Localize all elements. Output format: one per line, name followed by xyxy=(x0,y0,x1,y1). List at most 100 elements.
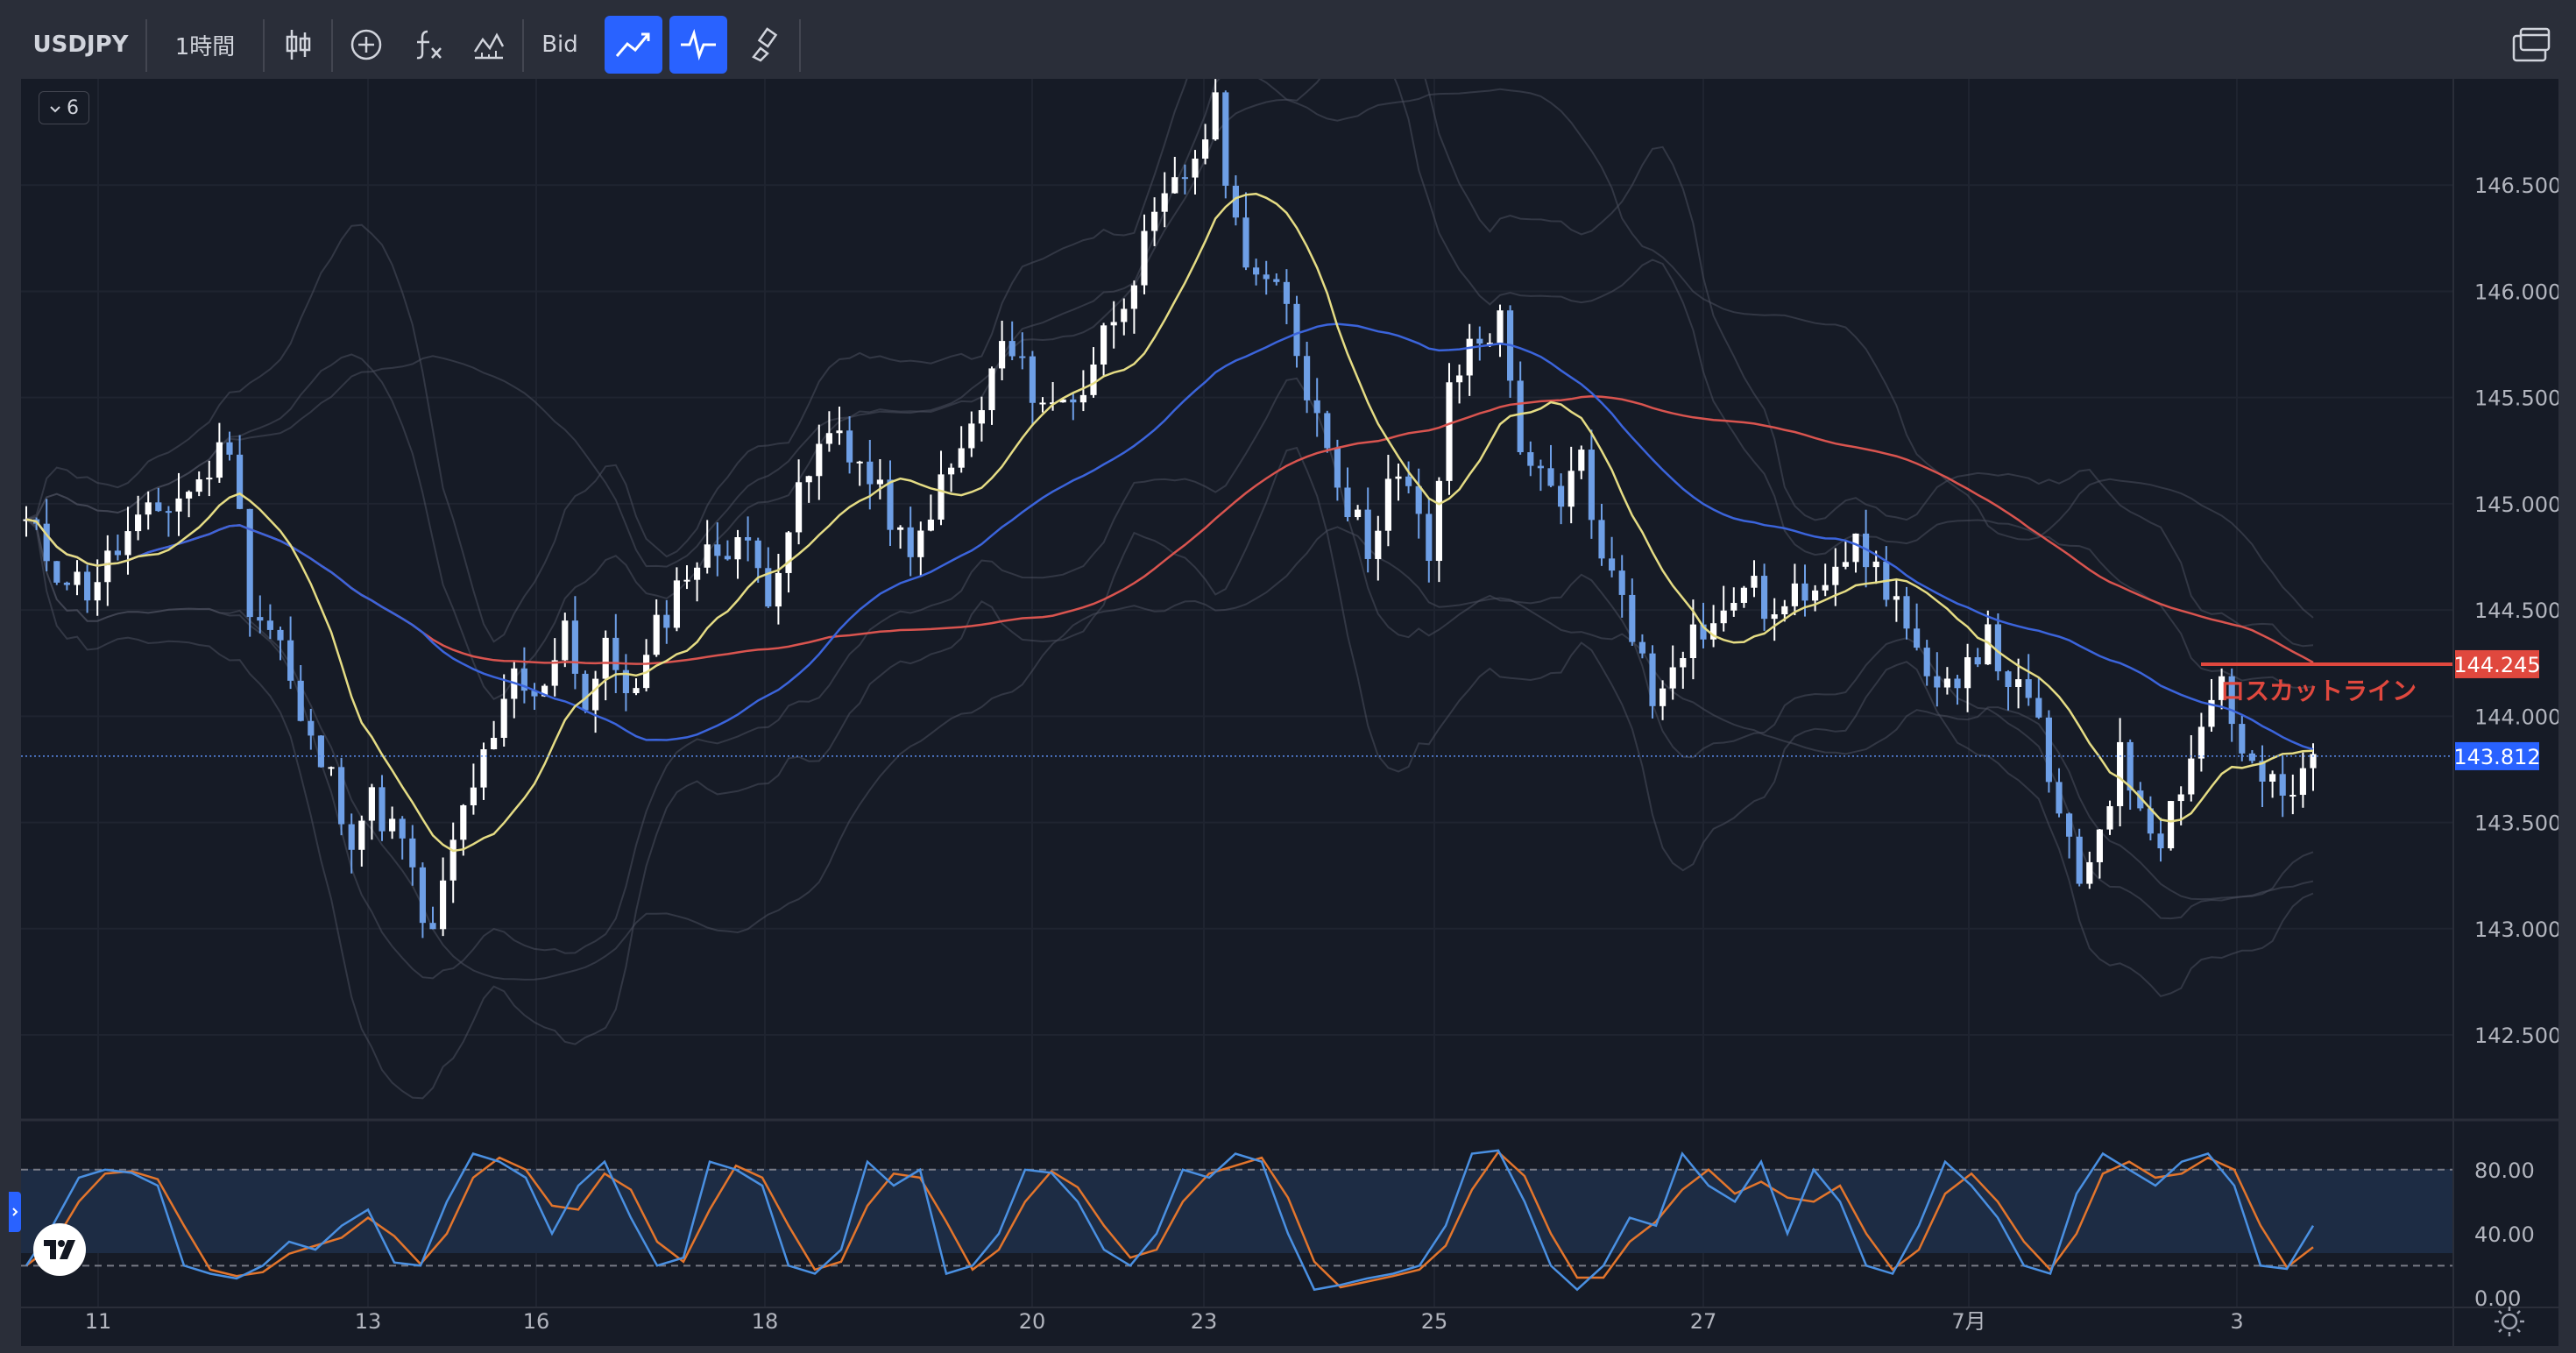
candle-body xyxy=(1812,590,1819,601)
candle-body xyxy=(1629,594,1636,642)
stochastic-d-line xyxy=(25,1150,2314,1289)
price-tick-label: 144.000 xyxy=(2474,705,2558,729)
drawing-button[interactable] xyxy=(738,16,794,74)
candle-body xyxy=(2025,679,2032,698)
time-tick-label: 20 xyxy=(1019,1309,1046,1334)
candle-body xyxy=(948,467,955,475)
candle-body xyxy=(1466,338,1473,376)
losscut-price-tag xyxy=(2455,649,2539,678)
candle-body xyxy=(978,410,985,424)
pulse-toggle-button[interactable] xyxy=(669,16,727,74)
price-tick-label: 144.500 xyxy=(2474,599,2558,623)
candle-body xyxy=(1415,485,1422,514)
templates-button[interactable] xyxy=(461,16,517,74)
candle-body xyxy=(1669,667,1676,689)
candle-body xyxy=(470,787,477,805)
candle-body xyxy=(846,430,853,463)
candle-body xyxy=(1680,657,1687,668)
stochastic-pane xyxy=(21,1149,2453,1292)
candle-body xyxy=(104,550,111,583)
candle-body xyxy=(2086,861,2093,884)
candle-body xyxy=(734,537,741,560)
last-price-label: 143.812 xyxy=(2453,745,2540,769)
candle-body xyxy=(1375,530,1382,559)
price-tick-label: 145.000 xyxy=(2474,492,2558,517)
time-tick-label: 23 xyxy=(1191,1309,1218,1334)
toolbar-divider xyxy=(145,19,147,72)
candle-body xyxy=(724,556,731,560)
price-tick-label: 143.500 xyxy=(2474,811,2558,836)
candle-body xyxy=(1100,325,1108,365)
tradingview-logo[interactable] xyxy=(33,1223,86,1276)
price-tick-label: 145.500 xyxy=(2474,386,2558,411)
candle-body xyxy=(74,571,81,585)
candle-body xyxy=(1994,624,2001,672)
candle-body xyxy=(1242,217,1249,268)
candle-body xyxy=(1171,177,1178,194)
candle-body xyxy=(1609,558,1616,571)
candle-body xyxy=(704,544,711,568)
candle-body xyxy=(765,568,772,607)
candle-body xyxy=(348,824,355,850)
stochastic-tick-label: 80.00 xyxy=(2474,1158,2535,1183)
candle-body xyxy=(1324,413,1331,449)
grid-lines xyxy=(21,79,2453,1307)
candle-body xyxy=(480,749,487,788)
candle-body xyxy=(1974,657,1981,665)
candle-body xyxy=(2177,794,2184,802)
layout-button[interactable] xyxy=(2501,16,2562,74)
compare-icon xyxy=(471,27,506,62)
candle-body xyxy=(94,582,101,601)
price-type-button[interactable]: Bid xyxy=(541,32,578,58)
candle-body xyxy=(1903,596,1910,629)
time-settings-button[interactable] xyxy=(2495,1307,2524,1336)
symbol-button[interactable]: USDJPY xyxy=(32,32,129,58)
candle-body xyxy=(836,430,843,434)
candle-body xyxy=(571,620,578,674)
indicators-collapse-button[interactable]: 6 xyxy=(39,91,89,124)
candle-body xyxy=(968,423,975,449)
candle-body xyxy=(460,804,467,840)
compare-symbol-button[interactable] xyxy=(338,16,394,74)
candle-body xyxy=(531,691,538,697)
candle-body xyxy=(2279,774,2286,796)
candle-body xyxy=(124,531,131,556)
trend-toggle-button[interactable] xyxy=(605,16,662,74)
band-upper-0 xyxy=(25,79,2314,701)
candle-body xyxy=(308,720,315,736)
candle-body xyxy=(257,617,264,621)
chart-annotations: ロスカットライン xyxy=(21,662,2453,757)
chevron-down-icon xyxy=(49,97,61,119)
candle-body xyxy=(2299,768,2306,796)
candle-body xyxy=(2076,836,2083,884)
price-tick-label: 142.500 xyxy=(2474,1024,2558,1048)
candle-body xyxy=(1304,356,1311,400)
candle-body xyxy=(2056,782,2063,814)
candle-body xyxy=(368,787,375,821)
candle-body xyxy=(805,476,812,483)
candle-body xyxy=(1558,485,1565,507)
layout-icon xyxy=(2510,25,2552,64)
moving-averages xyxy=(25,192,2314,853)
chart-type-button[interactable] xyxy=(270,16,326,74)
candle-body xyxy=(999,341,1006,369)
chart-canvas[interactable]: ロスカットライン 146.500 146.000 145.500 145.000 144… xyxy=(21,79,2558,1346)
candle-body xyxy=(1130,285,1137,309)
side-expand-handle[interactable] xyxy=(9,1192,21,1232)
candle-body xyxy=(500,698,507,739)
candle-body xyxy=(379,787,386,832)
candle-body xyxy=(592,678,599,711)
candle-body xyxy=(1497,310,1504,344)
indicators-button[interactable] xyxy=(400,16,456,74)
candle-body xyxy=(43,523,50,562)
price-tick-label: 146.500 xyxy=(2474,174,2558,198)
stochastic-tick-label: 40.00 xyxy=(2474,1222,2535,1247)
chart-area[interactable]: ロスカットライン 146.500 146.000 145.500 145.000 144… xyxy=(9,79,2558,1346)
candle-body xyxy=(1832,566,1839,585)
band-upper-1 xyxy=(25,79,2314,648)
trend-icon xyxy=(614,29,653,60)
interval-button[interactable]: 1時間 xyxy=(174,33,236,60)
toolbar-divider xyxy=(331,19,333,72)
candle-body xyxy=(1212,92,1219,140)
candle-body xyxy=(541,685,548,697)
